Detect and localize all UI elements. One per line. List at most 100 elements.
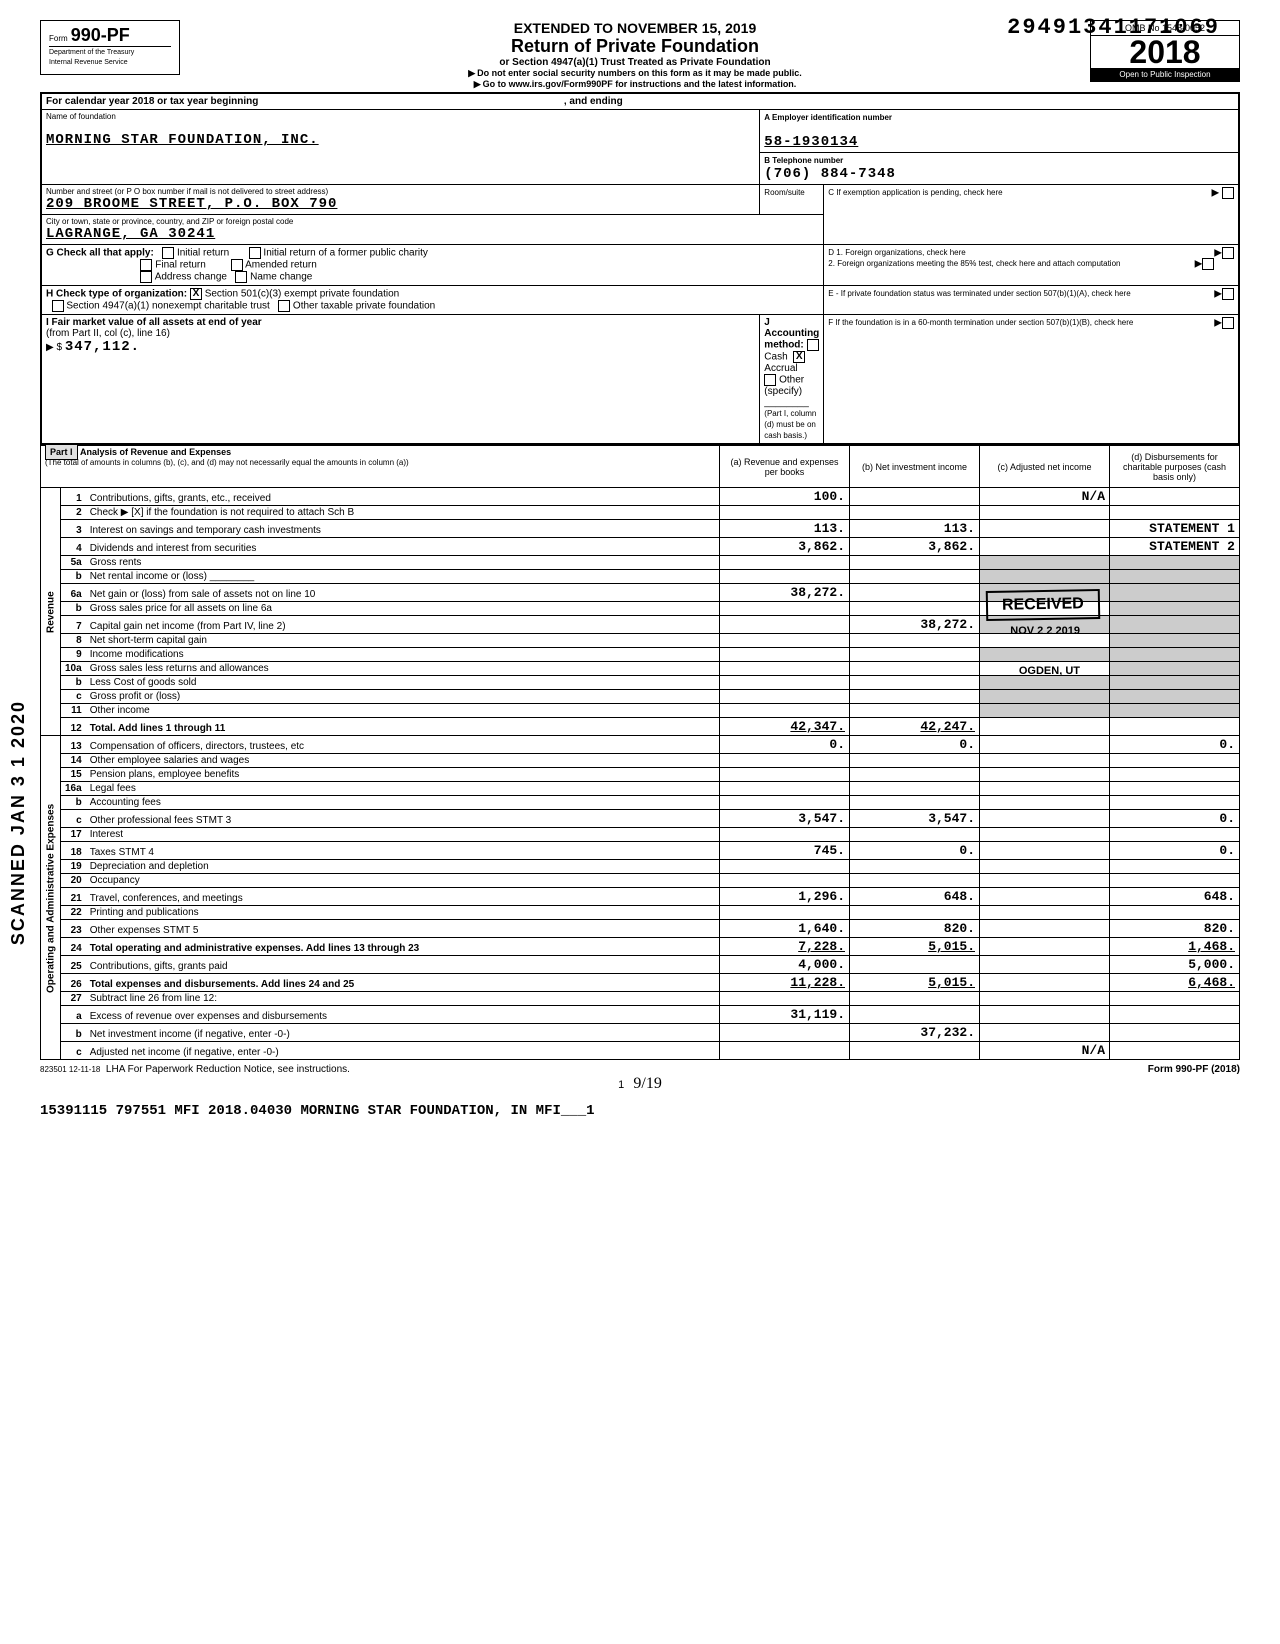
tax-year: 2018	[1091, 36, 1239, 68]
cell-c	[980, 538, 1110, 556]
fmv-amount: 347,112.	[65, 339, 140, 355]
name-change-checkbox[interactable]	[235, 271, 247, 283]
row-number: 1	[61, 488, 86, 506]
row-number: 25	[61, 956, 86, 974]
room-label: Room/suite	[764, 188, 804, 197]
h-opt3: Other taxable private foundation	[293, 301, 435, 312]
ein-value: 58-1930134	[764, 134, 858, 150]
cell-a: 100.	[720, 488, 850, 506]
g-label: G Check all that apply:	[46, 248, 154, 259]
cell-c	[980, 506, 1110, 520]
cell-d	[1110, 556, 1240, 570]
name-label: Name of foundation	[46, 112, 755, 121]
cell-a: 3,862.	[720, 538, 850, 556]
row-number: 11	[61, 704, 86, 718]
row-number: 12	[61, 718, 86, 736]
cell-b	[850, 676, 980, 690]
row-description: Taxes STMT 4	[86, 842, 720, 860]
identity-section: For calendar year 2018 or tax year begin…	[40, 92, 1240, 445]
row-description: Accounting fees	[86, 796, 720, 810]
cell-b	[850, 488, 980, 506]
received-date: NOV 2 2 2019	[1010, 625, 1080, 637]
cell-c	[980, 690, 1110, 704]
scanned-stamp: SCANNED JAN 3 1 2020	[8, 700, 29, 945]
row-number: 17	[61, 828, 86, 842]
row-description: Excess of revenue over expenses and disb…	[86, 1006, 720, 1024]
table-row: bAccounting fees	[41, 796, 1240, 810]
cell-b	[850, 634, 980, 648]
cell-a	[720, 648, 850, 662]
address-change-checkbox[interactable]	[140, 271, 152, 283]
cell-a: 11,228.	[720, 974, 850, 992]
bottom-line: 15391115 797551 MFI 2018.04030 MORNING S…	[40, 1103, 1240, 1119]
cell-d	[1110, 584, 1240, 602]
form-subtitle: or Section 4947(a)(1) Trust Treated as P…	[190, 57, 1080, 68]
dept-treasury: Department of the Treasury	[49, 46, 171, 57]
cell-d	[1110, 782, 1240, 796]
cell-a	[720, 992, 850, 1006]
other-method-checkbox[interactable]	[764, 374, 776, 386]
former-charity-checkbox[interactable]	[249, 247, 261, 259]
cell-a: 1,640.	[720, 920, 850, 938]
row-description: Dividends and interest from securities	[86, 538, 720, 556]
row-description: Net investment income (if negative, ente…	[86, 1024, 720, 1042]
row-description: Subtract line 26 from line 12:	[86, 992, 720, 1006]
row-number: 14	[61, 754, 86, 768]
cell-a: 7,228.	[720, 938, 850, 956]
cell-c	[980, 1024, 1110, 1042]
d2-checkbox[interactable]	[1202, 258, 1214, 270]
cell-b: 5,015.	[850, 938, 980, 956]
accrual-checkbox[interactable]: X	[793, 351, 805, 363]
table-row: 4Dividends and interest from securities3…	[41, 538, 1240, 556]
final-return-checkbox[interactable]	[140, 259, 152, 271]
form-number: 990-PF	[71, 25, 130, 45]
exemption-checkbox[interactable]	[1222, 187, 1234, 199]
received-stamp: RECEIVED	[986, 589, 1100, 621]
cell-d: 5,000.	[1110, 956, 1240, 974]
cell-c	[980, 860, 1110, 874]
d1-checkbox[interactable]	[1222, 247, 1234, 259]
address-label: Number and street (or P O box number if …	[46, 187, 755, 196]
cell-c	[980, 810, 1110, 828]
cell-b: 0.	[850, 842, 980, 860]
cell-b: 37,232.	[850, 1024, 980, 1042]
cell-a: 38,272.	[720, 584, 850, 602]
cell-d	[1110, 506, 1240, 520]
row-description: Interest on savings and temporary cash i…	[86, 520, 720, 538]
h-other-checkbox[interactable]	[278, 300, 290, 312]
row-description: Net gain or (loss) from sale of assets n…	[86, 584, 720, 602]
city-value: LAGRANGE, GA 30241	[46, 226, 819, 242]
cell-a: 0.	[720, 736, 850, 754]
amended-checkbox[interactable]	[231, 259, 243, 271]
cell-b	[850, 874, 980, 888]
received-location: OGDEN, UT	[1019, 665, 1080, 677]
cell-a	[720, 634, 850, 648]
col-c-header: (c) Adjusted net income	[980, 446, 1110, 488]
h-4947-checkbox[interactable]	[52, 300, 64, 312]
cell-a: 4,000.	[720, 956, 850, 974]
row-number: b	[61, 1024, 86, 1042]
cell-a	[720, 782, 850, 796]
row-number: 2	[61, 506, 86, 520]
e-checkbox[interactable]	[1222, 288, 1234, 300]
footer-lha: LHA For Paperwork Reduction Notice, see …	[106, 1064, 350, 1075]
col-b-header: (b) Net investment income	[850, 446, 980, 488]
table-row: aExcess of revenue over expenses and dis…	[41, 1006, 1240, 1024]
h-label: H Check type of organization:	[46, 289, 187, 300]
cash-checkbox[interactable]	[807, 339, 819, 351]
cell-a	[720, 796, 850, 810]
row-number: 8	[61, 634, 86, 648]
cell-d	[1110, 828, 1240, 842]
cell-c	[980, 974, 1110, 992]
cell-b	[850, 662, 980, 676]
h-501c3-checkbox[interactable]: X	[190, 288, 202, 300]
initial-return-checkbox[interactable]	[162, 247, 174, 259]
opt-address: Address change	[155, 272, 227, 283]
cell-d	[1110, 648, 1240, 662]
f-checkbox[interactable]	[1222, 317, 1234, 329]
row-description: Gross rents	[86, 556, 720, 570]
cell-d	[1110, 906, 1240, 920]
ending-label: , and ending	[564, 96, 623, 107]
row-description: Travel, conferences, and meetings	[86, 888, 720, 906]
cell-c	[980, 956, 1110, 974]
